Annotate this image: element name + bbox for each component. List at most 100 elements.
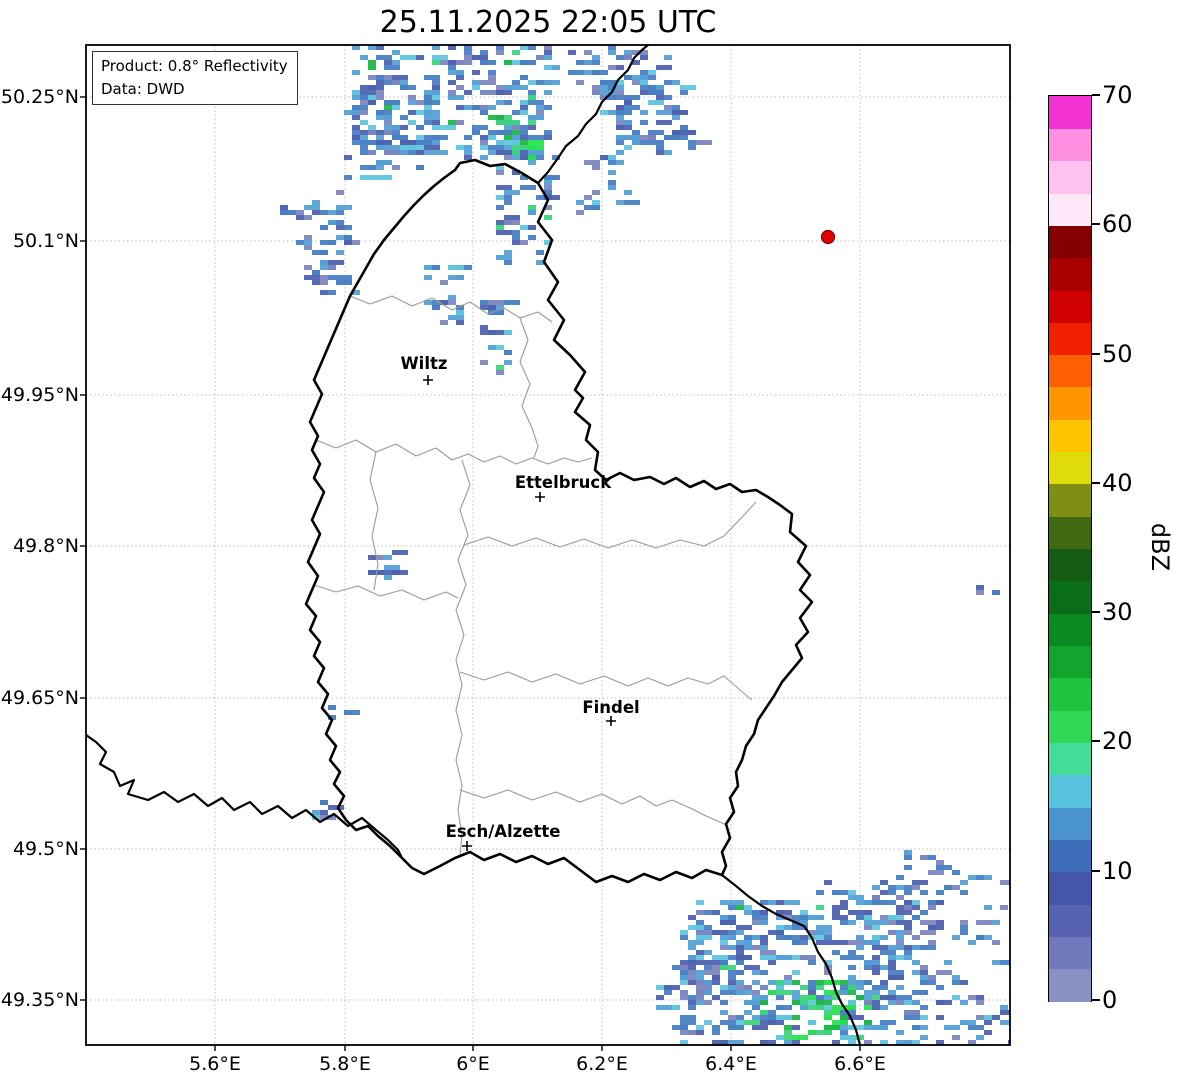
radar-echo-cell [456,85,464,90]
radar-echo-cell [1000,880,1010,885]
radar-echo-cell [456,305,464,310]
radar-echo-cell [680,960,696,965]
radar-echo-cell [696,955,704,960]
radar-echo-cell [592,190,600,195]
radar-echo-cell [832,890,848,895]
radar-echo-cell [888,930,896,935]
radar-echo-cell [800,935,808,940]
radar-echo-cell [888,990,896,995]
radar-echo-cell [888,885,896,890]
radar-echo-cell [608,160,616,165]
radar-echo-cell [456,145,464,150]
radar-echo-cell [624,105,640,110]
radar-echo-cell [320,275,328,280]
radar-echo-cell [536,155,544,160]
radar-echo-cell [488,105,496,110]
radar-echo-cell [848,890,856,895]
radar-echo-cell [912,905,920,910]
radar-echo-cell [848,980,864,985]
radar-echo-cell [664,990,672,995]
radar-echo-cell [624,190,632,195]
canton-border [459,671,753,701]
radar-echo-cell [880,920,888,925]
radar-echo-cell [792,925,808,930]
radar-echo-cell [496,145,504,150]
radar-echo-cell [504,200,512,205]
radar-echo-cell [504,115,512,120]
radar-echo-cell [664,150,672,155]
colorbar-segment [1049,742,1091,776]
radar-echo-cell [432,85,440,90]
radar-echo-cell [712,995,720,1000]
radar-echo-cell [656,65,672,70]
radar-echo-cell [696,990,704,995]
radar-echo-cell [584,60,592,65]
radar-echo-cell [512,140,520,145]
radar-echo-cell [680,975,688,980]
radar-echo-cell [696,975,704,980]
radar-echo-cell [584,50,592,55]
radar-echo-cell [808,995,816,1000]
product-line: Product: 0.8° Reflectivity [101,57,288,75]
radar-echo-cell [704,925,712,930]
colorbar-segment [1049,225,1091,259]
colorbar-tick-mark [1092,611,1100,614]
radar-echo-cell [616,140,624,145]
radar-echo-cell [888,890,896,895]
colorbar-tick-mark [1092,94,1100,96]
radar-echo-cell [696,900,704,905]
radar-echo-cell [728,975,736,980]
radar-echo-cell [336,205,352,210]
radar-echo-cell [704,965,712,970]
radar-echo-cell [752,1005,760,1010]
radar-echo-cell [688,955,696,960]
radar-echo-cell [432,145,440,150]
radar-echo-cell [816,925,832,930]
radar-echo-cell [376,90,384,95]
radar-echo-cell [928,855,936,860]
radar-echo-cell [688,145,696,150]
product-info-box: Product: 0.8° Reflectivity Data: DWD [92,51,298,105]
belgium-france-border [86,733,404,860]
colorbar-tick-label: 10 [1102,856,1133,885]
radar-echo-cell [512,230,520,235]
radar-echo-cell [760,1020,776,1025]
radar-echo-cell [344,235,352,240]
radar-echo-cell [480,325,488,330]
radar-echo-cell [784,1025,792,1030]
radar-echo-cell [840,1015,848,1020]
radar-echo-cell [496,195,504,200]
radar-echo-cell [792,1015,800,1020]
city-label-wiltz: Wiltz [400,354,447,373]
radar-echo-cell [960,1000,968,1005]
radar-echo-cell [808,935,824,940]
radar-echo-cell [640,120,648,125]
colorbar-tick-label: 60 [1102,210,1133,239]
radar-echo-cell [504,100,512,105]
radar-echo-cell [488,345,496,350]
radar-echo-cell [584,70,592,75]
radar-echo-cell [448,90,456,95]
radar-echo-cell [824,970,832,975]
radar-echo-cell [520,75,528,80]
radar-echo-cell [952,980,960,985]
colorbar-tick-mark [1092,999,1100,1001]
radar-echo-cell [768,1010,776,1015]
radar-echo-cell [528,45,536,50]
radar-echo-cell [488,75,496,80]
radar-echo-cell [384,105,392,110]
radar-echo-cell [880,950,896,955]
radar-echo-cell [944,1025,960,1030]
radar-echo-cell [920,1005,928,1010]
radar-echo-cell [784,900,800,905]
radar-echo-cell [616,200,624,205]
radar-echo-cell [712,1025,720,1030]
radar-echo-cell [448,60,456,65]
radar-echo-cell [848,940,864,945]
radar-echo-cell [336,210,344,215]
radar-echo-cell [680,995,688,1000]
radar-echo-cell [496,170,504,175]
radar-echo-cell [416,135,424,140]
radar-echo-cell [928,925,936,930]
radar-echo-cell [528,205,536,210]
